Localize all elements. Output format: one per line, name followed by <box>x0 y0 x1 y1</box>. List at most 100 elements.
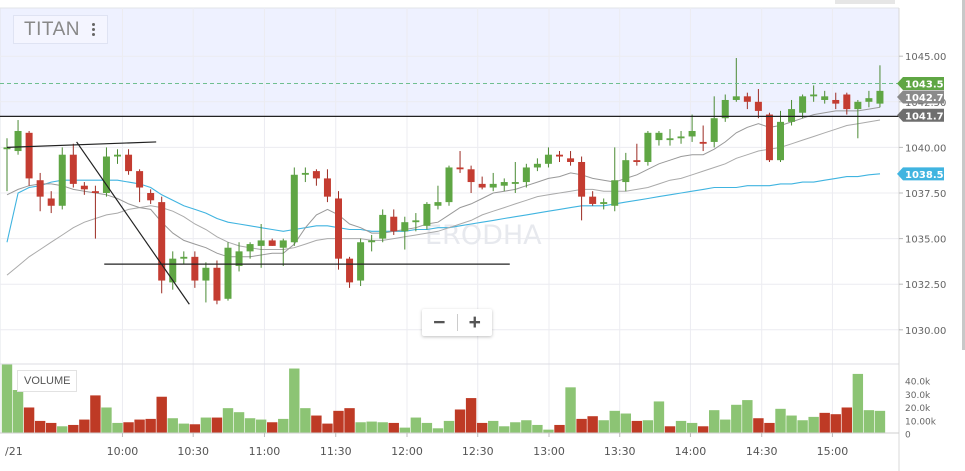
candle <box>323 169 331 203</box>
candle <box>600 198 608 210</box>
x-tick-label: 11:00 <box>249 445 281 458</box>
volume-bar <box>145 418 156 433</box>
candle-body <box>533 163 541 168</box>
candle-body <box>633 160 641 162</box>
candle <box>335 191 342 270</box>
top-tab <box>835 0 895 4</box>
candle <box>69 143 77 188</box>
candle <box>876 65 884 108</box>
scrollbar <box>962 0 965 350</box>
volume-bar <box>289 368 300 433</box>
candle-body <box>213 267 221 301</box>
candle <box>611 147 619 212</box>
volume-bar <box>443 420 455 433</box>
candle-body <box>688 130 696 137</box>
candle-body <box>876 90 884 104</box>
candle-body <box>136 171 144 188</box>
symbol-title: TITAN <box>24 18 80 40</box>
volume-bar <box>620 413 631 433</box>
volume-bar <box>244 418 256 433</box>
symbol-legend[interactable]: TITAN <box>13 15 108 44</box>
volume-bar <box>300 408 311 433</box>
candle <box>213 260 221 305</box>
candle-body <box>36 180 44 197</box>
x-tick-label: 12:30 <box>462 445 494 458</box>
candle <box>478 176 486 190</box>
candle-body <box>865 98 873 102</box>
candle <box>58 147 66 210</box>
candle <box>368 234 376 252</box>
volume-bar <box>267 422 278 433</box>
volume-tick-label: 30.0k <box>905 391 931 401</box>
watermark: ERODHA <box>425 220 542 251</box>
candle <box>246 242 254 259</box>
candle <box>500 178 508 192</box>
candle-body <box>677 136 685 139</box>
candle <box>666 129 674 146</box>
candle <box>257 224 265 268</box>
candle-body <box>478 183 486 188</box>
candle-body <box>279 240 287 248</box>
candle-body <box>357 242 365 281</box>
candle <box>25 130 33 186</box>
volume-bar <box>57 426 68 433</box>
candle <box>169 251 177 290</box>
candle-body <box>80 185 88 190</box>
ema-slow-path <box>6 119 881 276</box>
volume-bar <box>90 395 101 433</box>
candle <box>832 92 840 110</box>
candle-body <box>854 101 862 110</box>
candle-body <box>379 214 387 239</box>
volume-bar <box>488 420 499 433</box>
zoom-separator <box>456 314 458 331</box>
volume-bar <box>764 422 775 433</box>
candle <box>136 169 144 203</box>
candle <box>754 89 762 119</box>
candle <box>511 161 519 193</box>
volume-bar <box>255 419 267 433</box>
volume-bar <box>510 422 521 433</box>
candle <box>235 242 243 272</box>
candle-body <box>14 130 22 152</box>
volume-bar <box>675 420 687 433</box>
volume-bar <box>388 422 399 433</box>
zoom-out-button[interactable]: − <box>433 310 446 334</box>
volume-bar <box>863 410 875 433</box>
volume-bar <box>598 420 609 433</box>
candle-body <box>102 156 110 193</box>
candle <box>412 213 420 232</box>
candle <box>445 165 453 206</box>
candle <box>456 151 464 173</box>
volume-bar <box>830 414 841 433</box>
candle <box>544 147 552 168</box>
volume-bar <box>797 420 808 433</box>
volume-bar <box>697 426 709 433</box>
candle-body <box>467 169 475 183</box>
volume-bar <box>753 418 764 433</box>
candle-body <box>125 154 133 172</box>
price-marker-tag <box>897 108 944 122</box>
candle-body <box>301 172 309 175</box>
zoom-in-button[interactable]: + <box>468 310 481 334</box>
candle <box>622 152 630 192</box>
candle-body <box>268 240 276 246</box>
candle <box>202 262 210 303</box>
candle-body <box>412 220 420 223</box>
volume-bar <box>709 410 720 433</box>
candle-body <box>158 202 166 281</box>
volume-bar <box>841 407 852 433</box>
volume-bar <box>311 415 322 433</box>
candle <box>710 96 718 148</box>
candle-body <box>445 167 453 203</box>
candles <box>3 58 884 305</box>
candle <box>655 130 663 146</box>
ema-fast-path <box>6 106 881 258</box>
more-options-icon[interactable] <box>91 23 95 36</box>
candle-body <box>743 96 751 102</box>
volume-bar <box>565 387 576 433</box>
candle <box>633 143 641 166</box>
trendline-drawings[interactable] <box>0 83 899 305</box>
candle-body <box>246 244 254 252</box>
candle-body <box>611 180 619 206</box>
